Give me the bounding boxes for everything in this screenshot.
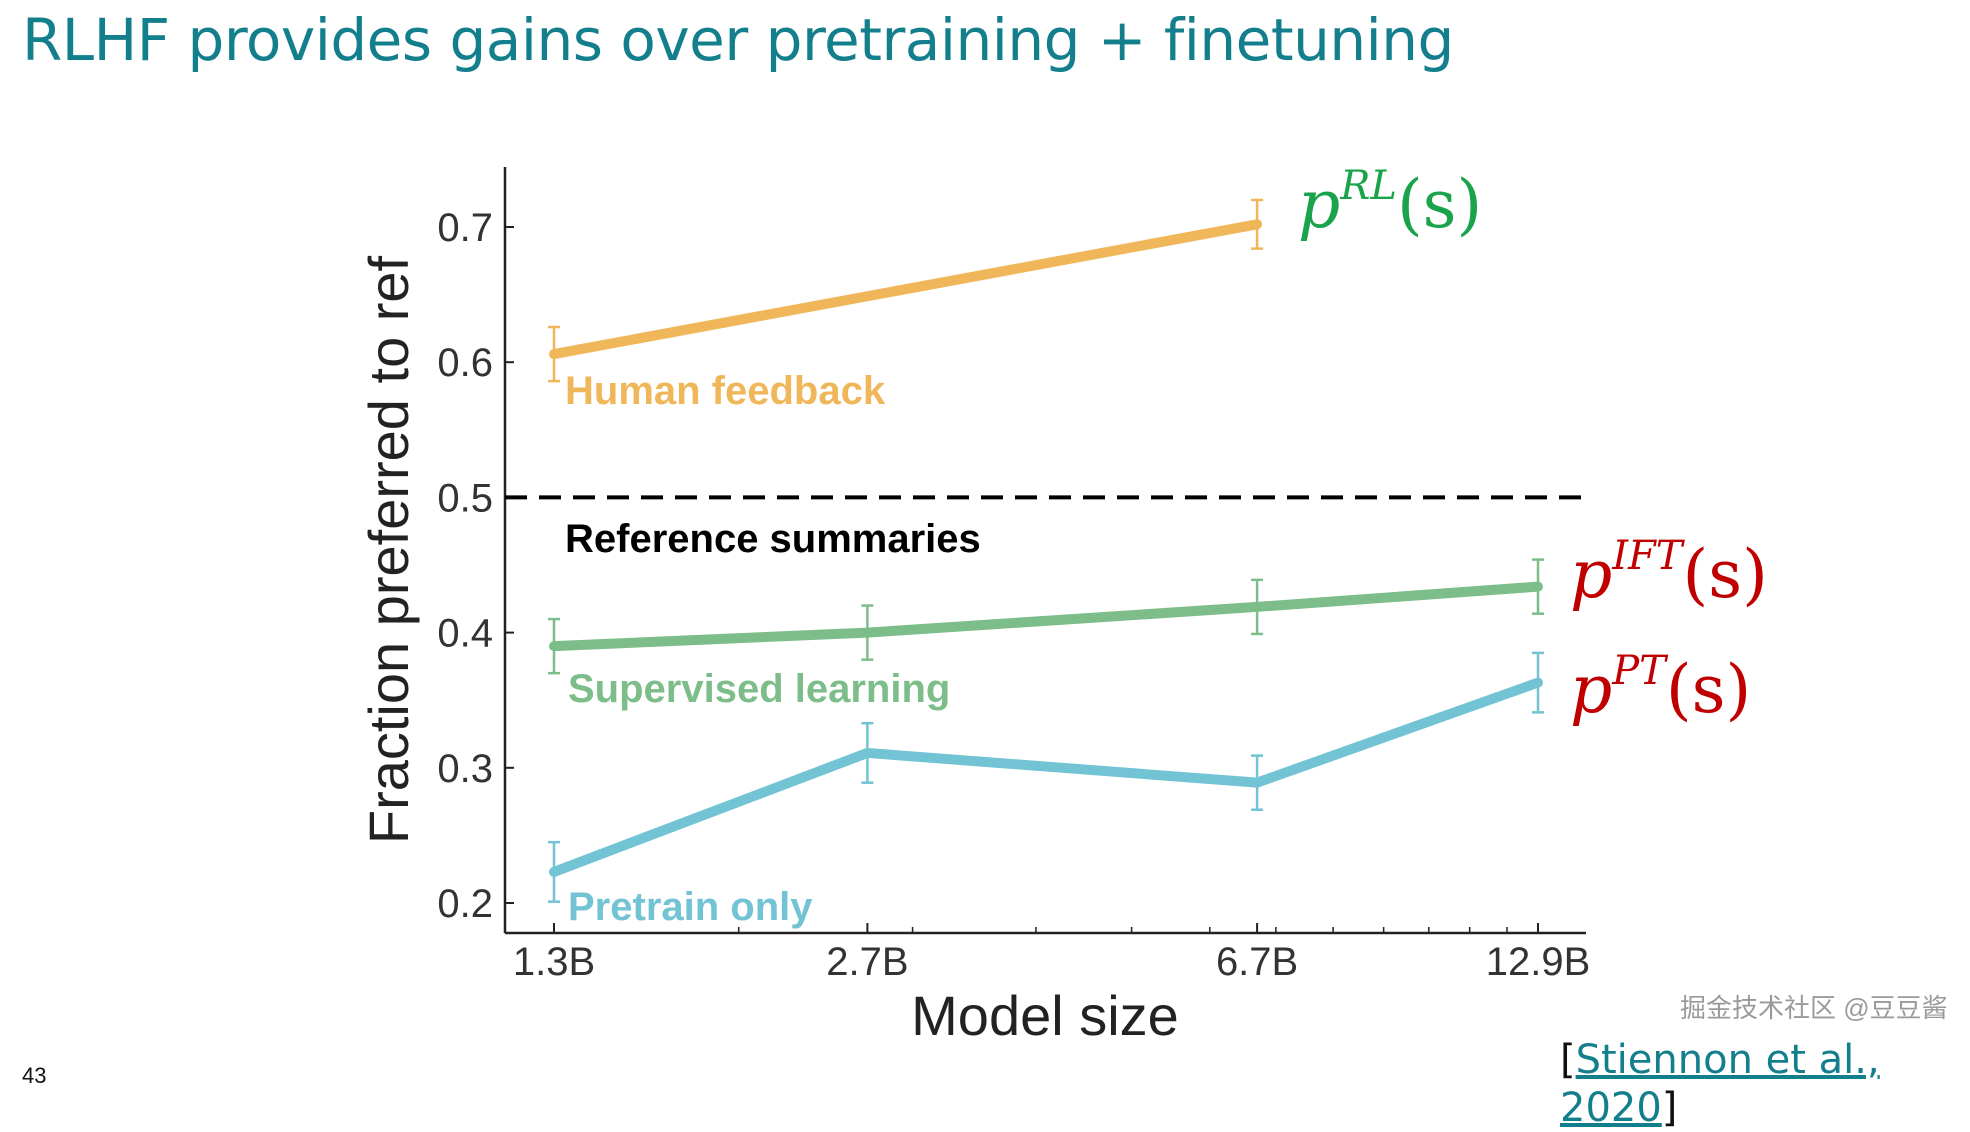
annotation-sup: PT	[1612, 648, 1666, 694]
series-line-human-feedback	[553, 219, 1259, 360]
series-label: Supervised learning	[568, 667, 950, 711]
data-point	[549, 866, 559, 877]
data-point	[549, 349, 559, 360]
annotation-arg: (s)	[1682, 536, 1768, 613]
series-line-supervised-learning	[553, 581, 1539, 652]
data-point	[862, 747, 873, 758]
y-tick-label: 0.3	[437, 747, 493, 791]
y-axis-label: Fraction preferred to ref	[357, 255, 420, 844]
annotation-base: p	[1298, 166, 1341, 243]
y-tick-label: 0.6	[437, 341, 493, 385]
y-tick-label: 0.7	[437, 206, 493, 250]
data-point	[1252, 601, 1263, 612]
data-point	[862, 627, 873, 638]
data-point	[549, 641, 559, 652]
data-point	[1252, 777, 1263, 788]
x-tick-label: 1.3B	[513, 940, 595, 984]
annotation-arg: (s)	[1665, 651, 1752, 728]
annotation-arg: (s)	[1396, 166, 1483, 243]
x-tick-label: 12.9B	[1486, 940, 1591, 984]
annotation-sup: IFT	[1612, 533, 1683, 579]
annotation-p-pt: pPT(s)	[1570, 650, 1751, 730]
data-point	[1252, 219, 1263, 230]
annotation-p-rl: pRL(s)	[1298, 165, 1482, 245]
citation: [Stiennon et al., 2020]	[1560, 1036, 1970, 1132]
y-tick-label: 0.5	[437, 476, 493, 520]
annotation-sup: RL	[1340, 163, 1397, 209]
data-point	[1533, 581, 1543, 592]
y-tick-label: 0.2	[437, 882, 493, 926]
watermark: 掘金技术社区 @豆豆酱	[1680, 993, 1948, 1023]
y-tick-label: 0.4	[437, 612, 493, 656]
annotation-base: p	[1570, 536, 1613, 613]
slide-number: 43	[22, 1063, 47, 1088]
citation-link[interactable]: Stiennon et al., 2020	[1560, 1037, 1880, 1131]
x-tick-label: 2.7B	[826, 940, 908, 984]
series-line-pretrain-only	[552, 677, 1540, 877]
series-label: Human feedback	[565, 369, 886, 413]
chart: 0.2 0.3 0.4 0.5 0.6 0.7 1.3B 2.7B 6.7B 12.9B Model…	[357, 167, 1591, 1047]
annotation-p-ift: pIFT(s)	[1570, 535, 1768, 615]
citation-bracket-open: [	[1560, 1037, 1576, 1083]
x-axis-label: Model size	[911, 984, 1179, 1047]
annotation-base: p	[1570, 651, 1613, 728]
data-point	[1533, 677, 1543, 688]
reference-line-label: Reference summaries	[565, 517, 981, 561]
x-tick-label: 6.7B	[1216, 940, 1298, 984]
series-label: Pretrain only	[568, 885, 813, 929]
slide-title: RLHF provides gains over pretraining + f…	[22, 6, 1454, 74]
